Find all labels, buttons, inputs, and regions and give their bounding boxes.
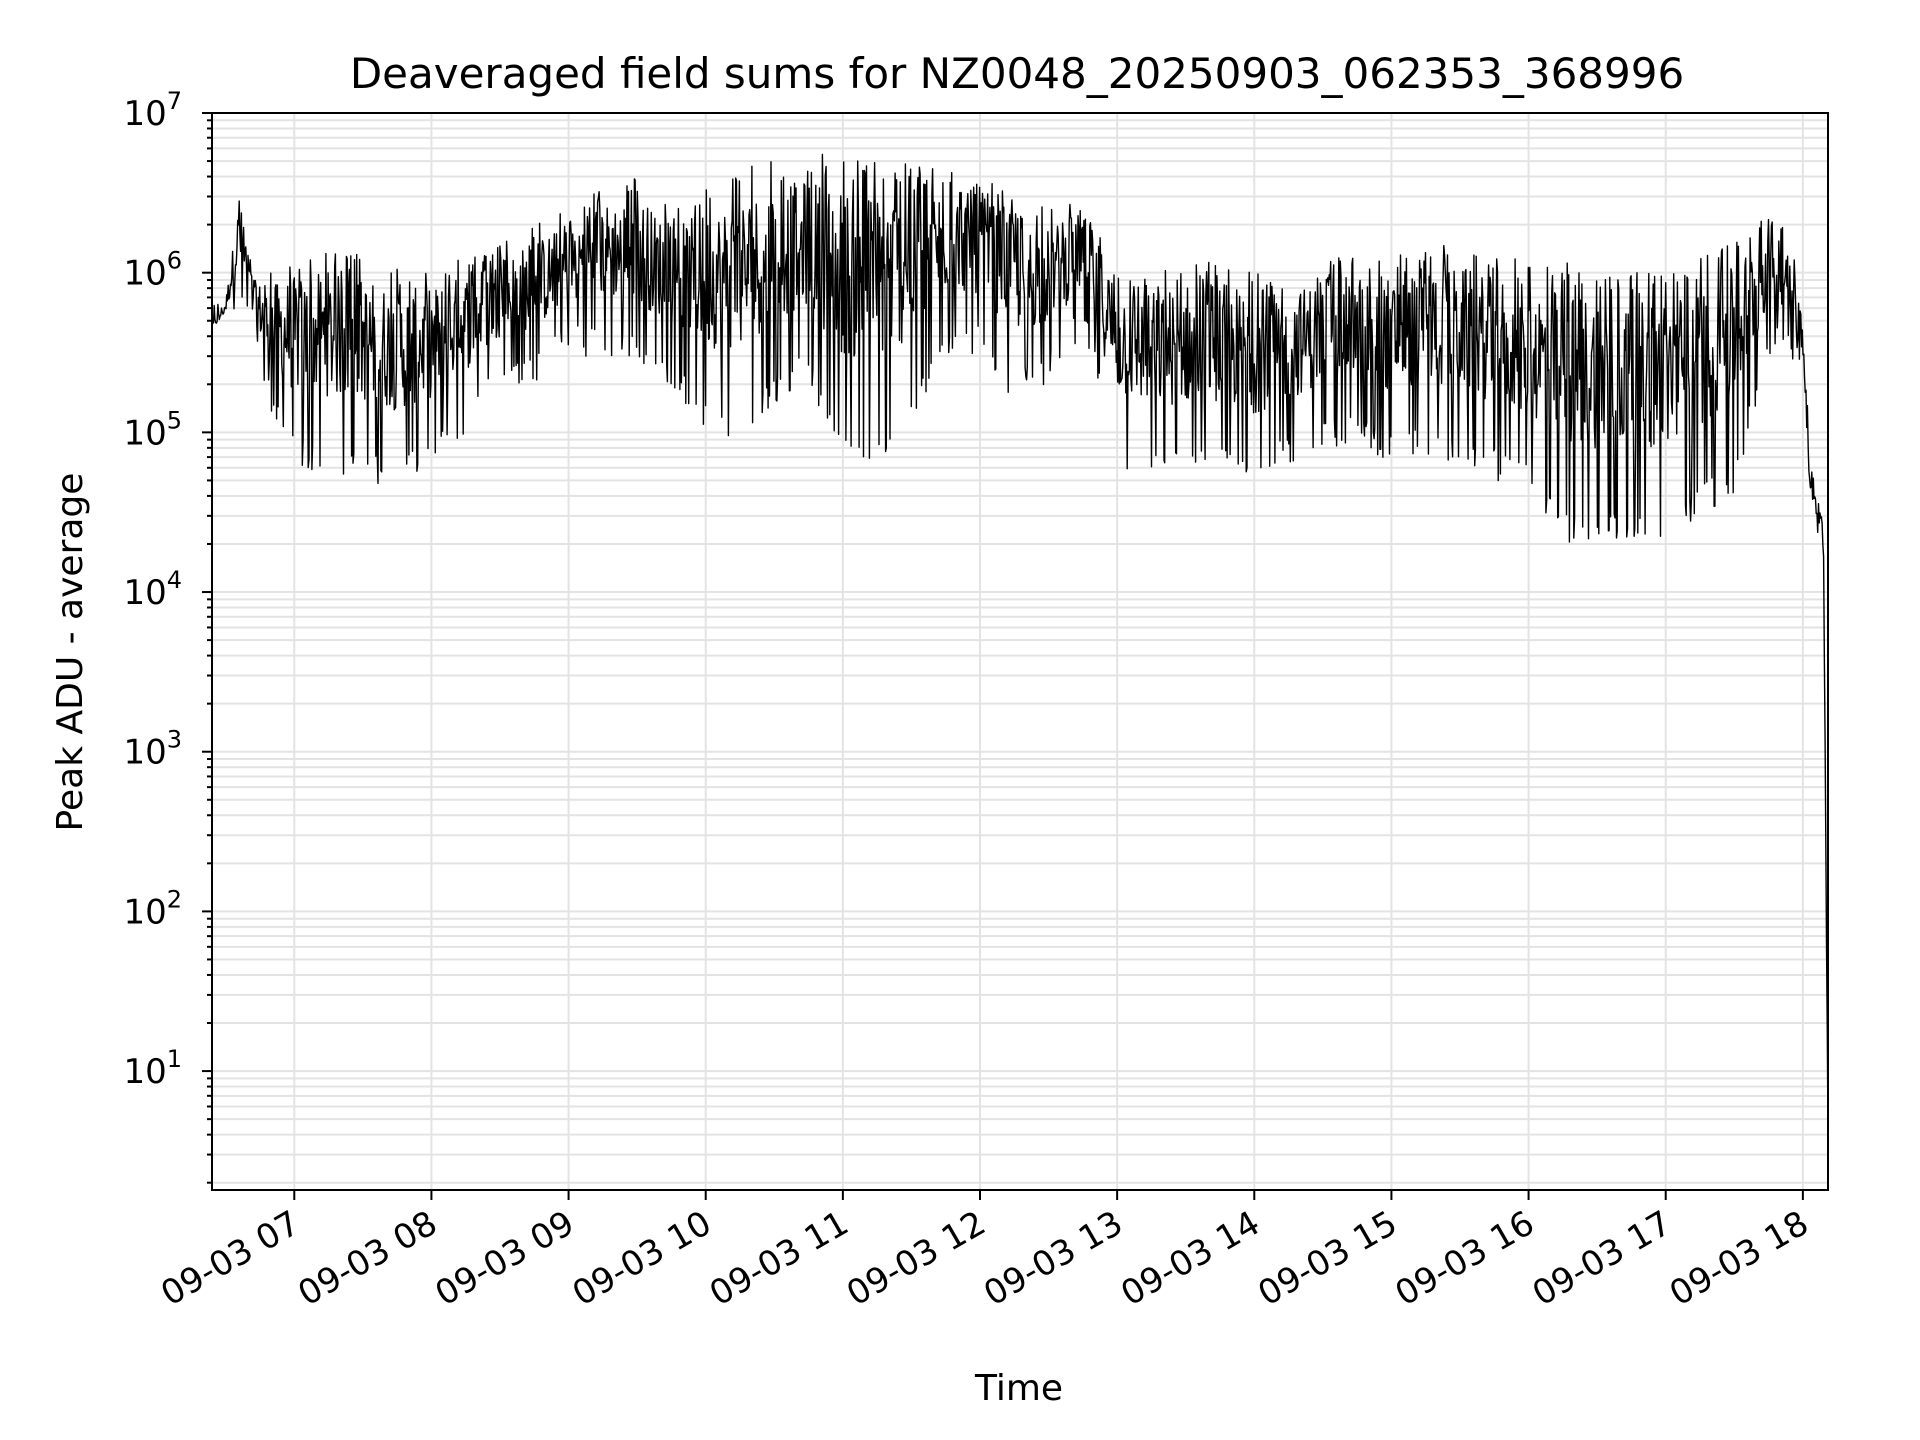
x-axis-label: Time	[974, 1368, 1063, 1409]
y-tick-label: 105	[123, 406, 182, 453]
series-layer	[211, 153, 1829, 1135]
chart-title: Deaveraged field sums for NZ0048_2025090…	[350, 49, 1684, 98]
y-tick-label: 104	[123, 566, 182, 613]
y-tick-label: 101	[123, 1045, 182, 1092]
y-tick-label: 106	[123, 247, 182, 294]
plot-frame	[211, 112, 1829, 1191]
y-axis: 101 102 103 104 105 106 107	[123, 87, 212, 1184]
y-tick-label: 102	[123, 885, 182, 932]
series-line	[211, 153, 1829, 1135]
y-axis-label: Peak ADU - average	[50, 473, 91, 832]
grid	[212, 112, 1828, 1190]
y-tick-label: 107	[123, 87, 182, 134]
y-tick-label: 103	[123, 726, 182, 773]
